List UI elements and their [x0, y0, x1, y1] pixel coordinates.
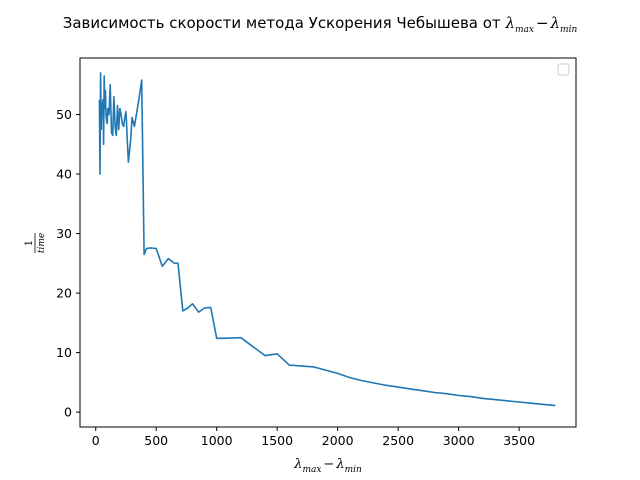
chart-title: Зависимость скорости метода Ускорения Че…: [63, 14, 578, 35]
x-axis-ticks: 0 500 1000 1500 2000 2500 3000 3500: [92, 427, 535, 448]
x-axis-label-sub-max: max: [302, 465, 321, 475]
plot-area: [79, 57, 577, 428]
series-group: [98, 72, 556, 407]
x-axis-label-lambda-min: λ: [335, 457, 344, 472]
y-axis-ticks: 0 10 20 30 40 50: [56, 107, 80, 420]
series-line: [98, 72, 556, 407]
x-tick-label: 1500: [261, 433, 293, 448]
y-tick-label: 10: [56, 345, 72, 360]
x-tick-label: 2500: [382, 433, 414, 448]
chart-title-lambda-min: λ: [550, 14, 561, 32]
chart-title-sub-min: min: [560, 25, 577, 35]
x-axis-label-sub-min: min: [345, 465, 362, 475]
chart-title-minus: −: [536, 14, 549, 32]
y-tick-label: 0: [64, 405, 72, 420]
x-axis-label-minus: −: [323, 457, 334, 472]
x-tick-label: 2000: [322, 433, 354, 448]
legend-box: [557, 63, 570, 76]
x-tick-label: 0: [92, 433, 100, 448]
y-tick-label: 40: [56, 167, 72, 182]
y-tick-label: 30: [56, 226, 72, 241]
x-tick-label: 500: [144, 433, 168, 448]
chart-title-lambda-max: λ: [504, 14, 515, 32]
chart-title-prefix: Зависимость скорости метода Ускорения Че…: [63, 14, 506, 32]
x-axis-label: λmax − λmin: [293, 457, 362, 475]
y-axis-label-numerator: 1: [24, 240, 35, 246]
y-axis-label-denominator: time: [37, 233, 47, 253]
x-axis-label-lambda-max: λ: [293, 457, 302, 472]
y-tick-label: 50: [56, 107, 72, 122]
x-tick-label: 3000: [443, 433, 475, 448]
y-axis-label: 1 time: [24, 233, 47, 253]
x-tick-label: 1000: [201, 433, 233, 448]
chart-title-sub-max: max: [515, 25, 534, 35]
y-tick-label: 20: [56, 286, 72, 301]
x-tick-label: 3500: [503, 433, 535, 448]
